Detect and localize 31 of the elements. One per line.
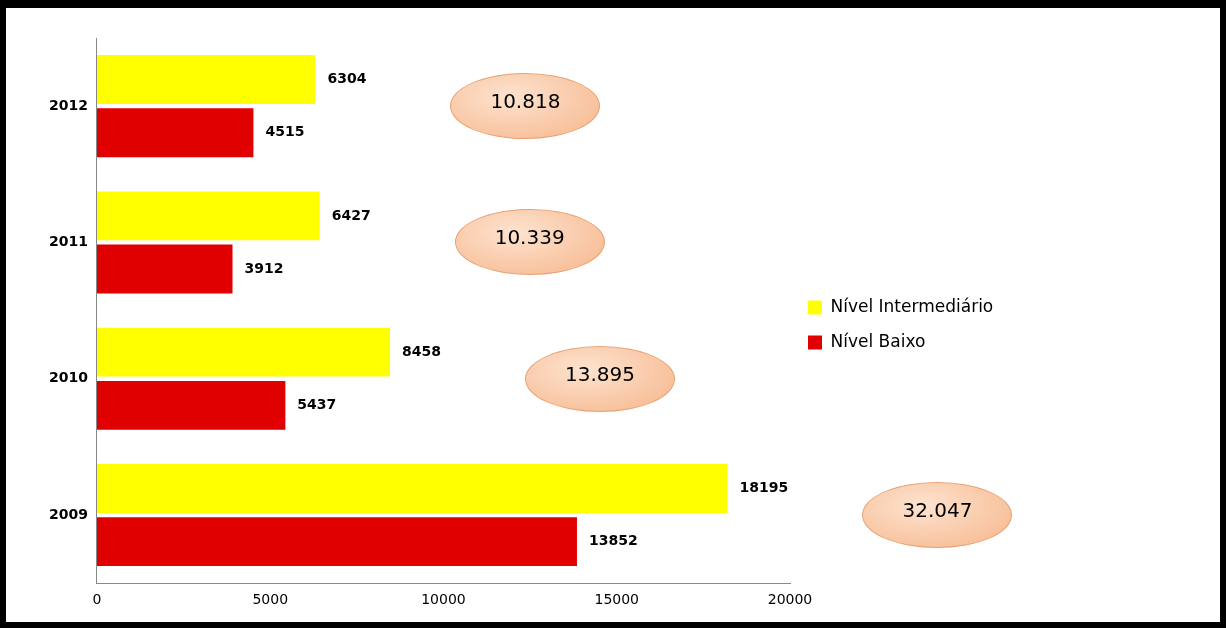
y-tick-label: 2011 [49,233,88,250]
x-tick-label: 15000 [594,591,640,608]
data-label: 4515 [265,123,305,140]
bar [96,108,254,158]
data-label: 3912 [244,259,284,276]
bar [96,191,320,241]
y-tick-label: 2012 [49,96,88,113]
x-tick-label: 0 [92,591,102,608]
oval-badge: 10.339 [454,209,605,276]
y-tick-label: 2010 [49,369,89,386]
oval-badge: 13.895 [525,345,676,412]
legend-label: Nível Intermediário [830,295,994,316]
data-label: 8458 [402,342,442,359]
data-label: 6304 [327,70,367,87]
data-label: 5437 [297,395,337,412]
x-tick-label: 5000 [252,591,289,608]
bar [96,464,728,513]
bar [96,55,316,105]
legend-label: Nível Baixo [830,330,926,351]
bar [96,327,391,377]
bar [96,380,286,430]
x-tick-label: 10000 [421,591,466,608]
oval-badge: 10.818 [450,73,601,140]
bar [96,517,577,567]
data-label: 6427 [331,206,371,223]
y-tick-label: 2009 [49,505,88,522]
data-label: 13852 [588,532,638,549]
x-tick-label: 20000 [767,591,813,608]
oval-badge: 32.047 [862,482,1013,549]
data-label: 18195 [739,479,789,496]
bar [96,244,233,294]
